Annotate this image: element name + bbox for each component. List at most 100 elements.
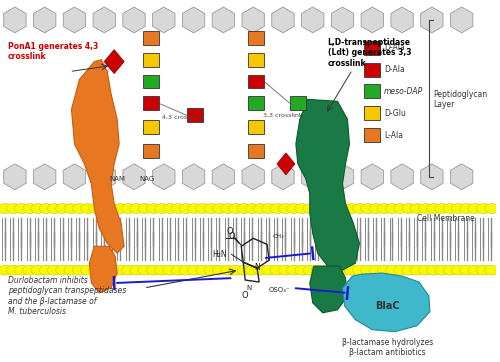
Ellipse shape <box>6 203 20 214</box>
Ellipse shape <box>204 203 218 214</box>
Ellipse shape <box>212 265 226 275</box>
Ellipse shape <box>171 265 185 275</box>
Ellipse shape <box>410 265 424 275</box>
Bar <box>364 63 380 76</box>
Polygon shape <box>34 164 56 190</box>
Ellipse shape <box>418 203 432 214</box>
Ellipse shape <box>204 265 218 275</box>
Ellipse shape <box>6 265 20 275</box>
Ellipse shape <box>394 203 407 214</box>
Ellipse shape <box>80 203 94 214</box>
Text: OSO₃⁻: OSO₃⁻ <box>269 287 290 293</box>
Bar <box>364 128 380 142</box>
Polygon shape <box>4 7 26 33</box>
Ellipse shape <box>246 203 260 214</box>
Ellipse shape <box>484 203 498 214</box>
Ellipse shape <box>212 203 226 214</box>
Ellipse shape <box>361 203 374 214</box>
Text: CH₃: CH₃ <box>273 234 284 239</box>
Ellipse shape <box>369 203 383 214</box>
Text: PonA1 generates 4,3
crosslink: PonA1 generates 4,3 crosslink <box>8 42 98 61</box>
Ellipse shape <box>229 203 243 214</box>
Polygon shape <box>302 7 324 33</box>
Bar <box>186 108 202 122</box>
Polygon shape <box>123 164 145 190</box>
Polygon shape <box>302 164 324 190</box>
Ellipse shape <box>23 203 36 214</box>
Polygon shape <box>242 164 264 190</box>
Text: Cell Membrane: Cell Membrane <box>417 214 474 223</box>
Ellipse shape <box>154 265 168 275</box>
Ellipse shape <box>312 203 325 214</box>
Ellipse shape <box>270 203 284 214</box>
Ellipse shape <box>154 203 168 214</box>
Ellipse shape <box>188 265 202 275</box>
Bar <box>143 31 159 45</box>
Text: D-Ala: D-Ala <box>384 65 405 74</box>
Ellipse shape <box>352 265 366 275</box>
Bar <box>248 96 264 110</box>
Ellipse shape <box>220 265 234 275</box>
Polygon shape <box>64 164 86 190</box>
Bar <box>248 120 264 134</box>
Polygon shape <box>212 7 234 33</box>
Ellipse shape <box>328 203 342 214</box>
Ellipse shape <box>254 265 268 275</box>
Bar <box>143 75 159 88</box>
Ellipse shape <box>114 265 128 275</box>
Bar <box>364 41 380 55</box>
Polygon shape <box>342 273 430 332</box>
Polygon shape <box>182 7 205 33</box>
Ellipse shape <box>122 265 136 275</box>
Ellipse shape <box>303 203 317 214</box>
Ellipse shape <box>312 265 325 275</box>
Ellipse shape <box>39 203 53 214</box>
Ellipse shape <box>196 265 210 275</box>
Ellipse shape <box>31 203 45 214</box>
Polygon shape <box>272 7 294 33</box>
Polygon shape <box>332 7 353 33</box>
Ellipse shape <box>427 265 440 275</box>
Text: meso-DAP: meso-DAP <box>384 87 424 96</box>
Ellipse shape <box>237 265 251 275</box>
Ellipse shape <box>138 203 152 214</box>
Polygon shape <box>272 164 294 190</box>
Polygon shape <box>182 164 205 190</box>
Ellipse shape <box>80 265 94 275</box>
Ellipse shape <box>180 265 194 275</box>
Ellipse shape <box>163 265 177 275</box>
Ellipse shape <box>278 265 292 275</box>
Ellipse shape <box>56 203 70 214</box>
Polygon shape <box>104 50 124 73</box>
Ellipse shape <box>146 265 160 275</box>
Ellipse shape <box>14 265 28 275</box>
Polygon shape <box>332 164 353 190</box>
Text: O: O <box>242 291 248 300</box>
Ellipse shape <box>105 265 119 275</box>
Ellipse shape <box>48 203 62 214</box>
Ellipse shape <box>320 265 334 275</box>
Ellipse shape <box>369 265 383 275</box>
Ellipse shape <box>435 203 449 214</box>
Polygon shape <box>152 7 175 33</box>
Polygon shape <box>277 153 295 175</box>
Polygon shape <box>4 164 26 190</box>
Polygon shape <box>64 7 86 33</box>
Ellipse shape <box>402 265 416 275</box>
Ellipse shape <box>114 203 128 214</box>
Ellipse shape <box>460 265 473 275</box>
Text: D-Ala: D-Ala <box>384 43 405 52</box>
Polygon shape <box>296 99 360 270</box>
Polygon shape <box>391 164 413 190</box>
Text: D-Glu: D-Glu <box>384 109 406 118</box>
Text: Durlobactam inhibits
peptidoglycan transpeptidases
and the β-lactamase of
M. tub: Durlobactam inhibits peptidoglycan trans… <box>8 276 126 316</box>
Ellipse shape <box>418 265 432 275</box>
Ellipse shape <box>163 203 177 214</box>
Ellipse shape <box>262 203 276 214</box>
Polygon shape <box>72 60 124 253</box>
Ellipse shape <box>64 265 78 275</box>
Text: O: O <box>228 232 234 241</box>
Ellipse shape <box>262 265 276 275</box>
Ellipse shape <box>138 265 152 275</box>
Polygon shape <box>152 164 175 190</box>
